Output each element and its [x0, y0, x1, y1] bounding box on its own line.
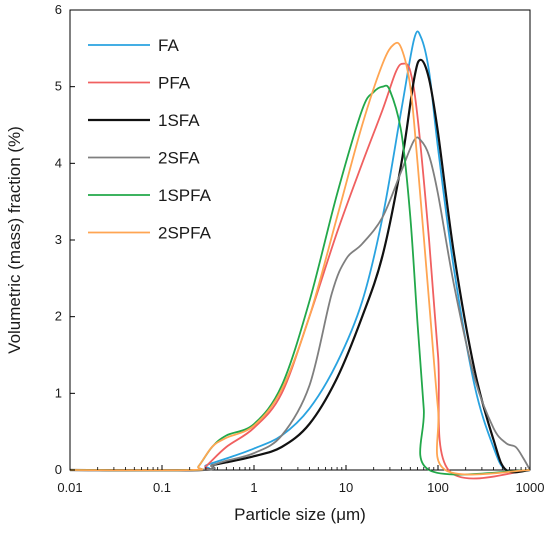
legend: FA PFA 1SFA 2SFA 1SPFA 2SPFA [88, 36, 212, 243]
plot-area [69, 9, 531, 471]
y-tick-label: 4 [55, 155, 62, 170]
y-tick-label: 3 [55, 232, 62, 247]
x-axis-label: Particle size (μm) [234, 505, 366, 524]
series-layer [69, 30, 531, 480]
y-tick-label: 5 [55, 79, 62, 94]
x-tick-label: 0.01 [57, 480, 82, 495]
x-tick-label: 0.1 [153, 480, 171, 495]
x-tick-label: 1 [250, 480, 257, 495]
x-tick-label: 100 [427, 480, 449, 495]
series-line-pfa [69, 62, 531, 480]
y-tick-label: 6 [55, 2, 62, 17]
x-tick-label: 1000 [516, 480, 545, 495]
x-tick-label: 10 [339, 480, 353, 495]
series-line-1sfa [69, 58, 531, 474]
y-tick-label: 0 [55, 462, 62, 477]
legend-label-fa: FA [158, 36, 179, 55]
legend-label-2sfa: 2SFA [158, 149, 200, 168]
legend-label-1sfa: 1SFA [158, 111, 200, 130]
y-tick-label: 2 [55, 309, 62, 324]
legend-label-2spfa: 2SPFA [158, 224, 212, 243]
legend-label-1spfa: 1SPFA [158, 186, 212, 205]
y-axis: 0 1 2 3 4 5 6 [55, 2, 75, 477]
x-axis: 0.01 0.1 1 10 100 1000 [57, 465, 544, 495]
series-line-2sfa [69, 136, 531, 472]
y-axis-label: Volumetric (mass) fraction (%) [5, 126, 24, 354]
series-line-2spfa [69, 41, 531, 476]
legend-label-pfa: PFA [158, 74, 191, 93]
y-tick-label: 1 [55, 385, 62, 400]
